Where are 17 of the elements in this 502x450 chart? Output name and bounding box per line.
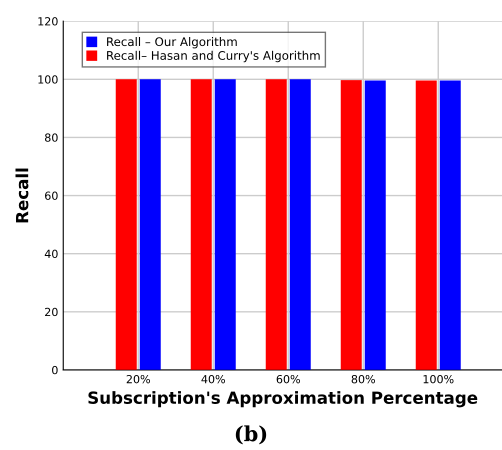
y-tick-label: 40 xyxy=(44,250,58,258)
x-tick-label: 40% xyxy=(201,374,225,384)
text: (b) xyxy=(236,425,266,444)
x-axis-title: Subscription's Approximation Percentage xyxy=(88,391,478,408)
x-tick-label: 80% xyxy=(352,374,375,384)
x-tick-label: 100% xyxy=(424,374,454,384)
y-axis-title: Recall xyxy=(15,168,28,222)
x-tick-label: 20% xyxy=(126,374,150,384)
legend-label: Recall – Our Algorithm xyxy=(107,37,237,48)
y-tick-label: 80 xyxy=(45,133,58,142)
x-tick-label: 60% xyxy=(276,374,300,384)
y-tick-label: 60 xyxy=(45,192,58,200)
y-tick-label: 100 xyxy=(38,75,58,84)
y-tick-label: 120 xyxy=(38,17,58,26)
y-tick-label: 20 xyxy=(45,308,58,316)
y-tick-label: 0 xyxy=(52,366,58,374)
legend-label: Recall– Hasan and Curry's Algorithm xyxy=(107,50,320,62)
